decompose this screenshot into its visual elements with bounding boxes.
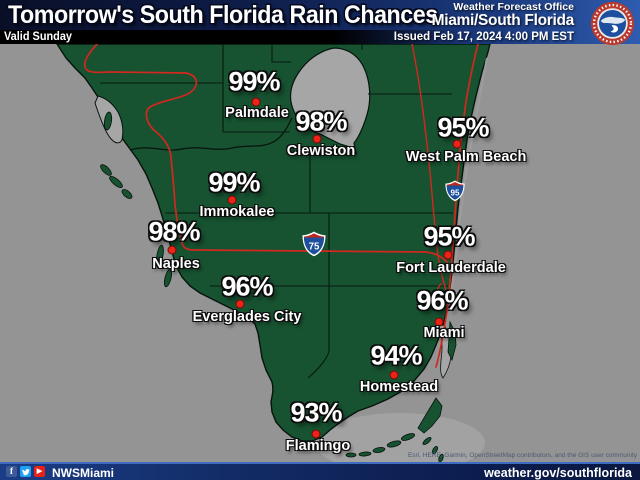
social-account[interactable]: NWSMiami	[52, 465, 115, 480]
valid-strip	[0, 30, 640, 44]
website-url[interactable]: weather.gov/southflorida	[484, 465, 632, 480]
florida-keys	[345, 397, 444, 463]
pine-island	[103, 111, 113, 131]
twitter-icon[interactable]	[20, 466, 31, 477]
office-name: Weather Forecast Office Miami/South Flor…	[431, 1, 575, 30]
issued-timestamp: Issued Feb 17, 2024 4:00 PM EST	[393, 30, 574, 43]
nws-logo	[590, 1, 635, 46]
key-biscayne	[447, 320, 457, 362]
turnpike-road	[411, 43, 448, 304]
footer-bar: f ▶ NWSMiami weather.gov/southflorida	[0, 462, 640, 480]
page-title: Tomorrow's South Florida Rain Chances	[8, 1, 438, 29]
map-attribution: Esri, HERE, Garmin, OpenStreetMap contri…	[407, 452, 637, 459]
valid-date: Valid Sunday	[4, 30, 72, 43]
interstate-95-road	[435, 43, 479, 368]
header-banner: Tomorrow's South Florida Rain Chances Va…	[0, 0, 640, 46]
lake-okeechobee	[289, 47, 371, 155]
gulf-barrier-islands	[100, 164, 173, 288]
caloosahatchee-river	[129, 117, 293, 151]
youtube-icon[interactable]: ▶	[34, 466, 45, 477]
facebook-icon[interactable]: f	[6, 466, 17, 477]
office-line1: Weather Forecast Office	[453, 1, 574, 13]
county-boundaries	[100, 44, 453, 379]
social-icons: f ▶	[6, 466, 45, 477]
highways	[83, 43, 479, 368]
office-line2: Miami/South Florida	[431, 12, 575, 30]
interstate-75-road	[83, 43, 448, 263]
